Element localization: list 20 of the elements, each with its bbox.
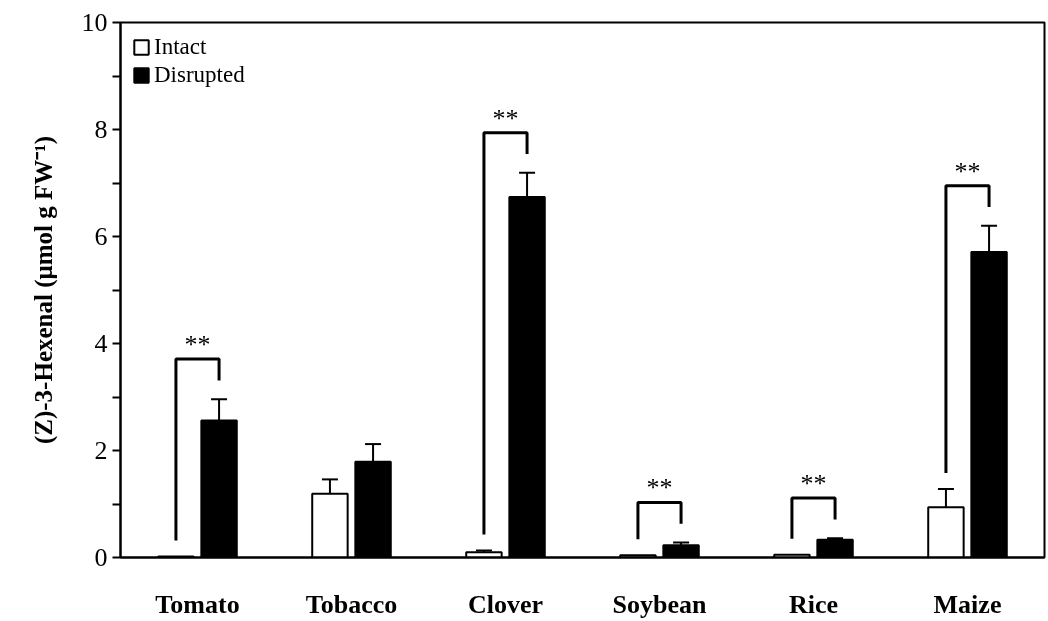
annotation: **	[646, 473, 673, 503]
y-tick-label: 2	[94, 436, 108, 465]
y-tick-label: 6	[94, 222, 108, 251]
y-tick-label: 4	[94, 329, 108, 358]
x-tick-label: Maize	[933, 589, 1002, 619]
annotation: **	[800, 469, 827, 499]
y-tick-label: 8	[94, 115, 108, 144]
x-tick-label: Tobacco	[305, 589, 398, 619]
y-tick-label: 0	[94, 543, 108, 572]
x-tick-label: Tomato	[155, 589, 240, 619]
y-axis-title: (Z)-3-Hexenal (μmol g FW⁻¹)	[29, 135, 58, 445]
y-tick-label: 10	[81, 8, 108, 37]
legend-label: Intact	[154, 34, 207, 60]
annotation: **	[492, 103, 519, 133]
x-tick-label: Clover	[467, 589, 544, 619]
x-tick-label: Soybean	[612, 589, 707, 619]
annotation: **	[184, 330, 211, 360]
legend-label: Disrupted	[154, 62, 245, 88]
x-tick-label: Rice	[788, 589, 839, 619]
annotation: **	[954, 156, 981, 186]
